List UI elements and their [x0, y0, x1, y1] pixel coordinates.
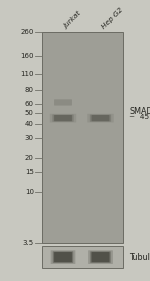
FancyBboxPatch shape [53, 251, 73, 263]
FancyBboxPatch shape [92, 252, 110, 262]
FancyBboxPatch shape [90, 251, 111, 263]
FancyBboxPatch shape [87, 114, 114, 123]
Text: 20: 20 [25, 155, 34, 161]
Text: SMAD7: SMAD7 [129, 107, 150, 116]
Text: Jurkat: Jurkat [63, 10, 83, 30]
Text: 160: 160 [20, 53, 34, 59]
Text: 110: 110 [20, 71, 34, 77]
FancyBboxPatch shape [51, 250, 75, 264]
FancyBboxPatch shape [90, 115, 111, 122]
Text: 50: 50 [25, 110, 34, 116]
FancyBboxPatch shape [54, 252, 72, 262]
Text: Hep G2: Hep G2 [100, 6, 124, 30]
Text: 260: 260 [20, 29, 34, 35]
Text: 60: 60 [25, 101, 34, 107]
Bar [42, 32, 123, 243]
FancyBboxPatch shape [88, 250, 113, 264]
FancyBboxPatch shape [52, 115, 74, 122]
FancyBboxPatch shape [50, 114, 76, 123]
Bar [42, 246, 123, 268]
Text: 10: 10 [25, 189, 34, 195]
Text: 15: 15 [25, 169, 34, 175]
FancyBboxPatch shape [54, 99, 72, 106]
FancyBboxPatch shape [92, 115, 110, 121]
Text: 3.5: 3.5 [23, 240, 34, 246]
Text: 40: 40 [25, 121, 34, 127]
FancyBboxPatch shape [54, 115, 72, 121]
Text: 80: 80 [25, 87, 34, 93]
Text: Tubulin: Tubulin [129, 253, 150, 262]
Text: 30: 30 [25, 135, 34, 141]
Text: ~  45 kDa: ~ 45 kDa [129, 114, 150, 120]
